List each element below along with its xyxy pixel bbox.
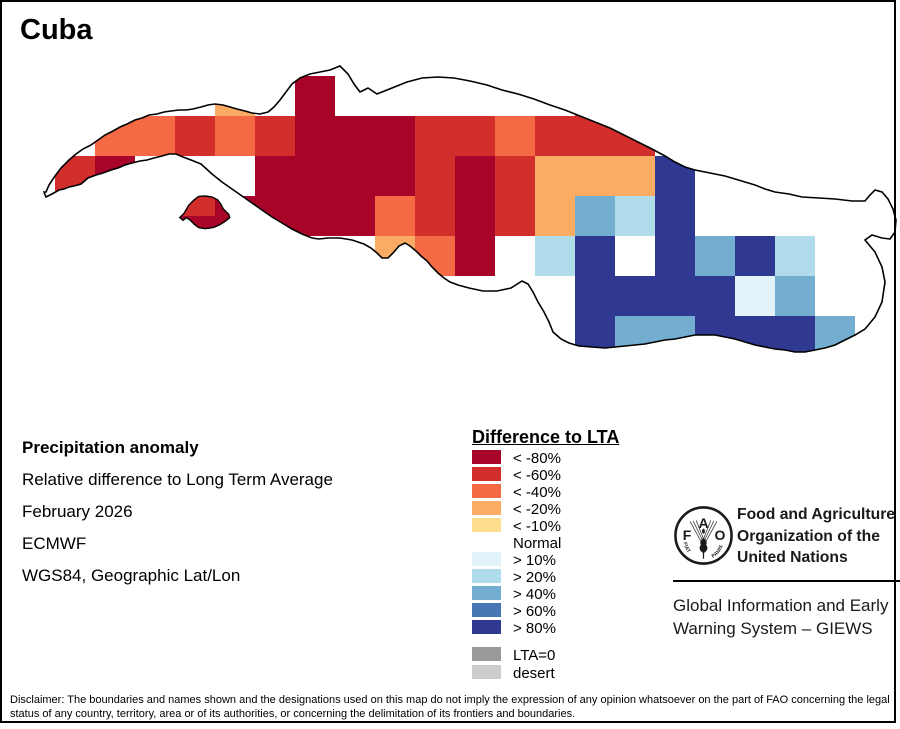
svg-text:F: F — [683, 527, 692, 543]
svg-text:O: O — [715, 527, 726, 543]
